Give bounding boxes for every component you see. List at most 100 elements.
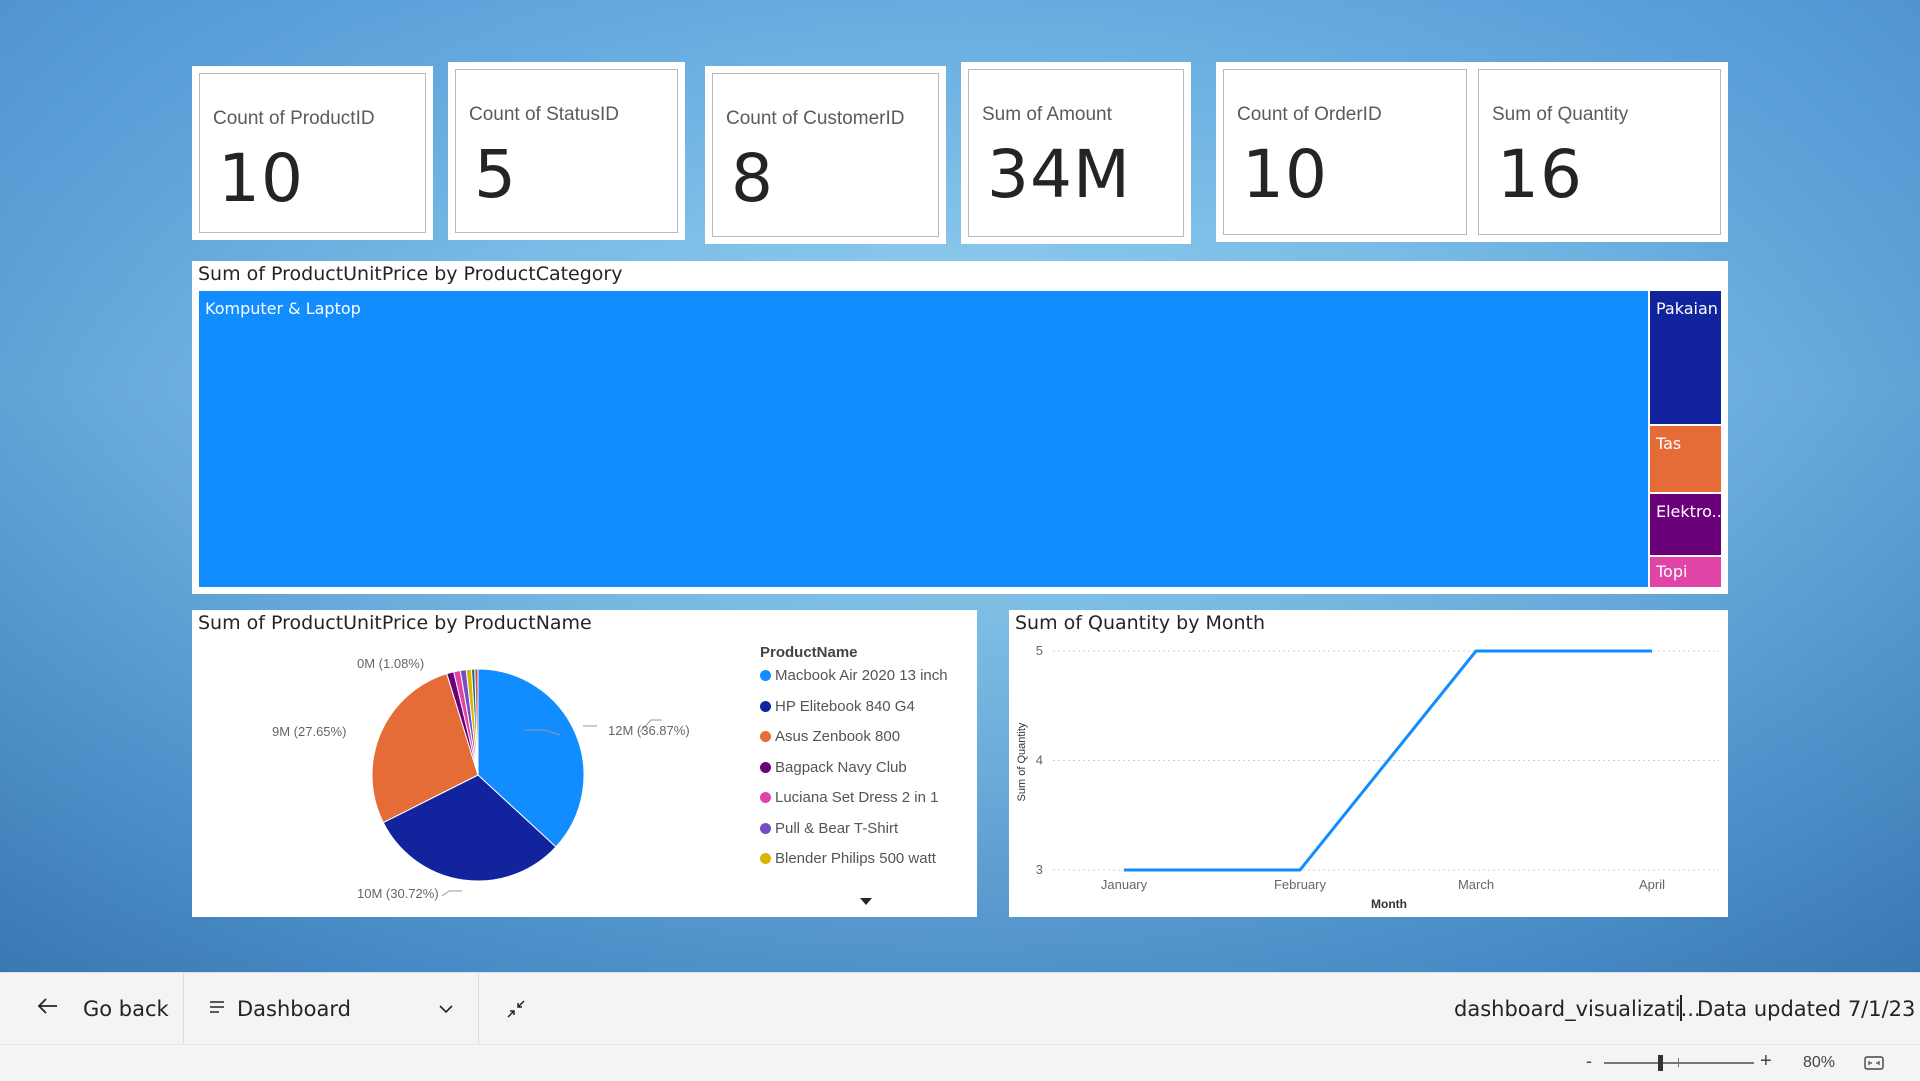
bottom-navigation-bar: Go back Dashboard dashboard_visualizati.… (0, 972, 1920, 1045)
page-list-icon (209, 999, 225, 1015)
kpi-label: Sum of Quantity (1492, 104, 1629, 125)
x-tick-label: January (1101, 877, 1148, 892)
kpi-frame-customer: Count of CustomerID 8 (705, 66, 946, 244)
kpi-label: Count of OrderID (1237, 104, 1382, 125)
kpi-card-product[interactable]: Count of ProductID 10 (199, 73, 426, 233)
pie-slice[interactable] (474, 668, 479, 776)
legend-item[interactable]: Macbook Air 2020 13 inch (760, 667, 948, 684)
kpi-value: 8 (731, 140, 774, 217)
kpi-card-quantity[interactable]: Sum of Quantity 16 (1478, 69, 1721, 235)
report-name: dashboard_visualizati... (1454, 997, 1701, 1021)
legend-color-dot (760, 761, 771, 773)
treemap-cell-label: Tas (1656, 434, 1682, 453)
kpi-frame-status: Count of StatusID 5 (448, 62, 685, 240)
legend-title: ProductName (760, 644, 858, 661)
legend-item[interactable]: Blender Philips 500 watt (760, 850, 936, 867)
x-tick-label: April (1639, 877, 1665, 892)
pie-slice[interactable] (371, 673, 479, 824)
kpi-label: Count of StatusID (469, 104, 619, 125)
separator (183, 973, 184, 1045)
series-line[interactable] (1124, 649, 1652, 872)
zoom-slider-track[interactable] (1604, 1062, 1754, 1064)
legend-label: Macbook Air 2020 13 inch (775, 667, 948, 684)
line-chart[interactable]: 3 4 5 January February March April Month Sum … (1009, 610, 1728, 917)
kpi-frame-product: Count of ProductID 10 (192, 66, 433, 240)
leader-small (639, 719, 662, 733)
legend-item[interactable]: Pull & Bear T-Shirt (760, 820, 898, 837)
y-tick-label: 4 (1036, 753, 1043, 768)
treemap-cell-label: Topi (1656, 562, 1688, 581)
legend-item[interactable]: Luciana Set Dress 2 in 1 (760, 789, 938, 806)
y-tick-label: 5 (1036, 643, 1043, 658)
kpi-value: 10 (218, 140, 304, 217)
kpi-card-status[interactable]: Count of StatusID 5 (455, 69, 678, 233)
zoom-in-button[interactable]: + (1760, 1050, 1772, 1072)
legend-item[interactable]: Bagpack Navy Club (760, 759, 907, 776)
kpi-card-amount[interactable]: Sum of Amount 34M (968, 69, 1184, 237)
y-tick-label: 3 (1036, 862, 1043, 877)
pie-chart[interactable] (192, 610, 977, 917)
treemap-cell-elektronik[interactable]: Elektro... (1650, 494, 1727, 555)
zoom-tick (1678, 1058, 1679, 1067)
kpi-value: 10 (1242, 136, 1328, 213)
treemap-cell-komputer[interactable]: Komputer & Laptop (199, 291, 1648, 587)
x-tick-label: February (1274, 877, 1327, 892)
pie-slice[interactable] (477, 668, 585, 848)
treemap-title: Sum of ProductUnitPrice by ProductCatego… (198, 263, 623, 285)
zoom-bar: - + 80% (0, 1044, 1920, 1081)
zoom-slider-thumb[interactable] (1658, 1055, 1663, 1071)
legend-color-dot (760, 853, 771, 864)
collapse-icon[interactable] (505, 998, 527, 1020)
legend-label: Pull & Bear T-Shirt (775, 819, 899, 837)
legend-scroll-down-icon[interactable] (860, 898, 872, 905)
treemap-cell-label: Elektro... (1656, 502, 1727, 521)
pie-visual[interactable]: Sum of ProductUnitPrice by ProductName 1… (192, 610, 977, 917)
fit-to-page-icon[interactable] (1864, 1055, 1884, 1071)
treemap-cell-label: Komputer & Laptop (205, 299, 361, 318)
pie-title: Sum of ProductUnitPrice by ProductName (198, 612, 592, 634)
legend-color-dot (760, 792, 771, 803)
divider-bar (1680, 995, 1682, 1021)
treemap-cell-label: Pakaian (1656, 299, 1718, 318)
legend-label: Asus Zenbook 800 (775, 728, 901, 745)
kpi-label: Count of CustomerID (726, 108, 905, 129)
legend-label: HP Elitebook 840 G4 (775, 697, 915, 715)
legend-color-dot (760, 822, 771, 834)
legend-label: Bagpack Navy Club (775, 758, 907, 776)
pie-leader-lines (441, 719, 662, 897)
treemap-cell-tas[interactable]: Tas (1650, 426, 1721, 492)
treemap-cell-pakaian[interactable]: Pakaian (1650, 291, 1721, 424)
zoom-out-button[interactable]: - (1586, 1051, 1592, 1071)
page-selector[interactable]: Dashboard (237, 997, 351, 1021)
legend-color-dot (760, 700, 771, 712)
kpi-value: 34M (987, 136, 1131, 213)
data-updated: Data updated 7/1/23 (1697, 997, 1916, 1021)
treemap-cell-topi[interactable]: Topi (1650, 557, 1721, 587)
separator (478, 973, 479, 1045)
line-title: Sum of Quantity by Month (1015, 612, 1266, 634)
pie-label-macbook: 12M (36.87%) (608, 723, 690, 738)
kpi-value: 5 (474, 136, 517, 213)
x-axis-title: Month (1371, 897, 1407, 911)
legend-item[interactable]: Asus Zenbook 800 (760, 728, 900, 745)
pie-label-small: 0M (1.08%) (357, 656, 425, 671)
pie-slice[interactable] (382, 774, 557, 882)
legend-color-dot (760, 731, 771, 742)
pie-label-hp: 10M (30.72%) (357, 886, 439, 901)
kpi-label: Sum of Amount (982, 104, 1112, 125)
y-axis-title: Sum of Quantity (1016, 722, 1028, 801)
line-visual[interactable]: Sum of Quantity by Month 3 4 5 January Febr… (1009, 610, 1728, 917)
legend-label: Luciana Set Dress 2 in 1 (775, 789, 939, 806)
legend-item[interactable]: HP Elitebook 840 G4 (760, 698, 915, 715)
kpi-value: 16 (1497, 136, 1583, 213)
chevron-down-icon[interactable] (438, 1001, 454, 1017)
kpi-card-customer[interactable]: Count of CustomerID 8 (712, 73, 939, 237)
kpi-frame-amount: Sum of Amount 34M (961, 62, 1191, 244)
kpi-card-order[interactable]: Count of OrderID 10 (1223, 69, 1467, 235)
treemap-visual[interactable]: Sum of ProductUnitPrice by ProductCatego… (192, 261, 1728, 594)
go-back-button[interactable]: Go back (83, 997, 169, 1021)
back-arrow-icon[interactable] (37, 995, 59, 1017)
kpi-frame-order-quantity: Count of OrderID 10 Sum of Quantity 16 (1216, 62, 1728, 242)
pie-label-asus: 9M (27.65%) (272, 724, 347, 739)
legend-color-dot (760, 670, 771, 681)
